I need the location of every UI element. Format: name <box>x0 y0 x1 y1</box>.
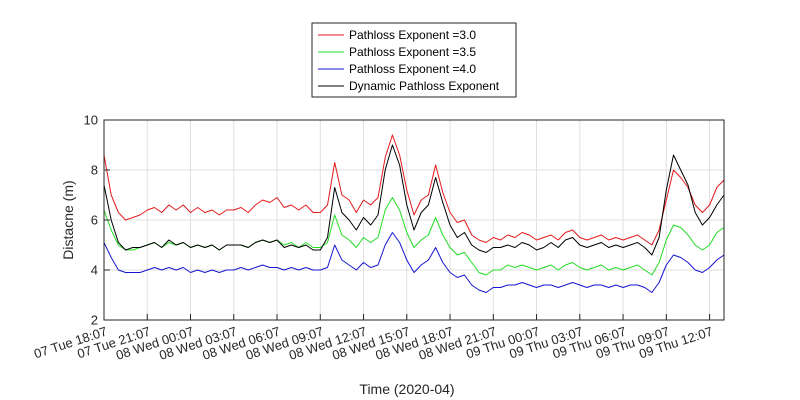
series-line-4 <box>103 144 725 256</box>
y-tick-label: 8 <box>91 163 98 178</box>
y-axis-label: Distacne (m) <box>60 180 76 259</box>
legend-entry: Pathloss Exponent =3.0 <box>349 28 476 42</box>
y-tick-label: 10 <box>84 113 98 128</box>
series-line-1 <box>103 134 725 246</box>
legend-box <box>311 22 517 98</box>
series-line-3 <box>103 232 725 293</box>
y-axis: 2 4 6 8 10 <box>84 113 110 328</box>
legend-entry: Dynamic Pathloss Exponent <box>349 79 500 93</box>
y-tick-label: 4 <box>91 263 98 278</box>
series-layer <box>103 134 725 293</box>
y-tick-label: 2 <box>91 313 98 328</box>
legend-entry: Pathloss Exponent =4.0 <box>349 62 476 76</box>
y-tick-label: 6 <box>91 213 98 228</box>
legend-entry: Pathloss Exponent =3.5 <box>349 45 476 59</box>
x-axis-label: Time (2020-04) <box>359 381 454 397</box>
legend: Pathloss Exponent =3.0 Pathloss Exponent … <box>311 22 517 98</box>
